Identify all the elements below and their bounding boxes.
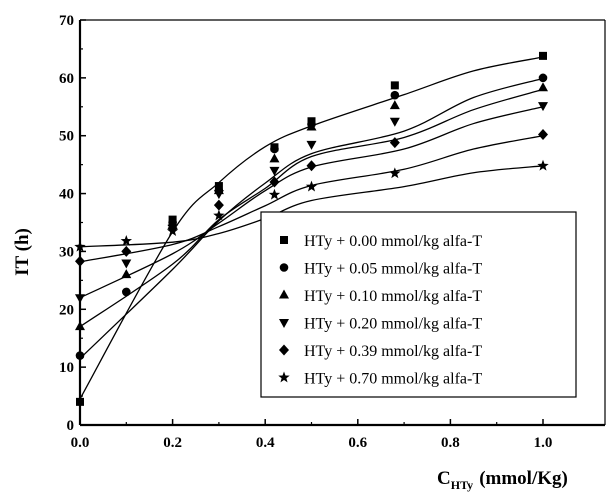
y-tick-label-4: 40 (59, 187, 74, 203)
fit-curve-1 (79, 77, 544, 359)
data-point-4-5 (306, 160, 317, 172)
legend-marker-1 (279, 263, 289, 272)
axes (78, 19, 606, 427)
data-point-4-1 (121, 245, 132, 257)
legend-box (260, 211, 577, 398)
fit-curve-4 (79, 135, 544, 263)
legend-label-0: HTy + 0.00 mmol/kg alfa-T (304, 233, 482, 250)
legend-label-4: HTy + 0.39 mmol/kg alfa-T (304, 343, 482, 360)
tick-labels: 0.0 0.2 0.4 0.6 0.8 1.0 0 10 20 30 40 50 60 70 (59, 13, 552, 451)
data-point-5-3 (213, 209, 225, 221)
y-tick-label-7: 70 (59, 13, 74, 29)
data-point-2-4 (269, 153, 280, 163)
y-tick-label-5: 50 (59, 129, 74, 145)
data-point-4-4 (269, 176, 280, 188)
y-tick-label-6: 60 (59, 71, 74, 87)
data-point-3-5 (306, 140, 317, 150)
data-point-1-1 (122, 287, 131, 297)
fit-curve-5 (79, 165, 544, 248)
x-tick-label-4: 0.8 (441, 435, 460, 451)
fit-curve-0 (79, 56, 544, 400)
data-point-1-4 (270, 144, 279, 154)
data-point-4-6 (389, 137, 400, 149)
data-point-2-2 (167, 217, 178, 226)
data-point-5-7 (537, 159, 549, 171)
data-point-1-7 (538, 73, 548, 83)
data-point-5-1 (120, 235, 133, 246)
x-tick-label-3: 0.6 (348, 435, 367, 451)
data-point-5-4 (268, 188, 281, 200)
data-point-0-6 (539, 51, 547, 60)
data-point-5-6 (389, 167, 401, 179)
fit-curve-2 (79, 88, 544, 328)
data-point-3-4 (269, 166, 280, 176)
legend-label-5: HTy + 0.70 mmol/kg alfa-T (304, 371, 482, 388)
fit-curves (79, 56, 544, 400)
x-tick-label-1: 0.2 (163, 435, 182, 451)
data-point-4-7 (538, 129, 548, 141)
data-point-2-1 (121, 269, 132, 279)
data-point-3-6 (389, 117, 400, 127)
x-axis-title-unit: (mmol/Kg) (479, 468, 568, 489)
data-point-2-6 (389, 100, 400, 110)
data-point-0-5 (390, 81, 399, 90)
legend-label-1: HTy + 0.05 mmol/kg alfa-T (304, 261, 482, 278)
legend: HTy + 0.00 mmol/kg alfa-T HTy + 0.05 mmol… (260, 211, 577, 398)
axis-titles: IT (h) CHTy (mmol/Kg) (12, 228, 568, 492)
y-tick-label-1: 10 (59, 360, 74, 376)
x-axis-title-main: C (437, 468, 451, 489)
legend-marker-0 (280, 236, 288, 244)
data-point-4-3 (213, 199, 224, 211)
x-tick-label-2: 0.4 (256, 435, 275, 451)
data-point-2-5 (306, 121, 317, 131)
legend-label-2: HTy + 0.10 mmol/kg alfa-T (304, 288, 482, 305)
legend-marker-5 (278, 371, 290, 383)
data-point-3-7 (538, 102, 548, 112)
legend-marker-2 (279, 289, 289, 299)
legend-label-3: HTy + 0.20 mmol/kg alfa-T (304, 316, 482, 333)
y-axis-title: IT (h) (12, 228, 33, 276)
x-axis-title-subscript: HTy (451, 478, 473, 492)
data-point-5-5 (305, 180, 318, 192)
x-axis-title: CHTy (mmol/Kg) (437, 468, 568, 492)
y-tick-label-0: 0 (67, 418, 75, 434)
data-point-5-2 (166, 225, 179, 237)
data-point-1-6 (390, 90, 400, 100)
data-point-3-1 (121, 259, 132, 269)
legend-marker-3 (279, 319, 289, 328)
legend-marker-4 (279, 344, 289, 356)
data-point-2-7 (538, 82, 548, 92)
y-tick-label-2: 20 (59, 302, 74, 318)
fit-curve-3 (79, 106, 544, 299)
y-tick-label-3: 30 (59, 244, 74, 260)
x-tick-label-5: 1.0 (534, 435, 553, 451)
data-point-3-3 (213, 190, 224, 200)
x-tick-label-0: 0.0 (71, 435, 90, 451)
